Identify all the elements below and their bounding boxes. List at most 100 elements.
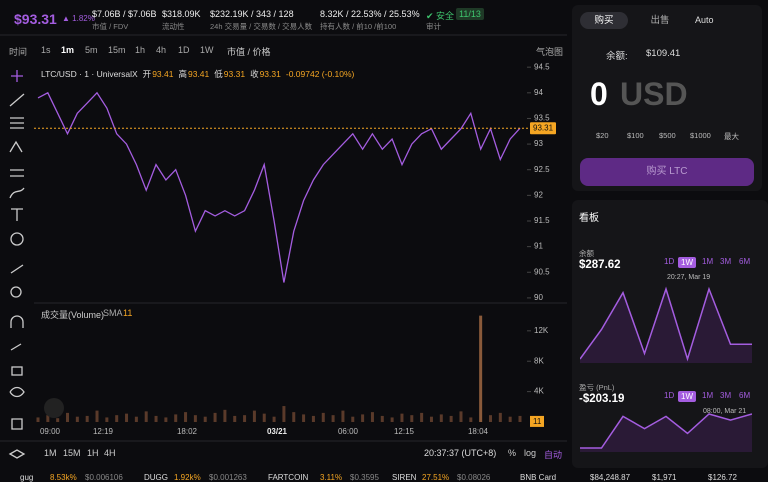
volume-bar — [390, 417, 394, 422]
volume-bar — [95, 410, 99, 422]
interval[interactable]: 15m — [108, 45, 126, 55]
board-range[interactable]: 3M — [720, 391, 732, 400]
preset-button[interactable]: 最大 — [724, 132, 739, 141]
board-range[interactable]: 1M — [702, 257, 714, 266]
sparkline — [580, 286, 752, 363]
volume-bar — [282, 406, 286, 422]
stat-value: $7.06B / $7.06B — [92, 9, 157, 19]
board-value: $287.62 — [579, 259, 621, 271]
mode-toggle[interactable]: 市值 / 价格 — [227, 47, 271, 57]
volume-bar — [361, 414, 365, 422]
ticker-price: $0.006106 — [85, 473, 123, 482]
volume-bar — [272, 416, 276, 422]
buy-button[interactable]: 购买 LTC — [580, 158, 754, 186]
percent-toggle[interactable]: % — [508, 448, 517, 458]
ticker-name: gug — [20, 473, 34, 482]
range-button[interactable]: 1H — [87, 448, 99, 458]
interval[interactable]: 1s — [41, 45, 51, 55]
range-button[interactable]: 4H — [104, 448, 116, 458]
ticker-name: SIREN — [392, 473, 417, 482]
volume-bar — [311, 415, 315, 422]
board-range[interactable]: 1D — [664, 391, 675, 400]
x-tick-label: 06:00 — [338, 427, 359, 436]
volume-tick-label: 4K — [534, 387, 544, 396]
y-tick-label: 90 — [534, 293, 543, 302]
market-price: $84,248.87 — [590, 473, 631, 482]
interval[interactable]: 1W — [200, 45, 214, 55]
stat-label: 市值 / FDV — [92, 22, 129, 31]
volume-bar — [213, 412, 217, 422]
range-button[interactable]: 15M — [63, 448, 81, 458]
y-tick-label: 92.5 — [534, 165, 550, 174]
legend: LTC/USD · 1 · UniversalX 开93.41 高93.41 低93.… — [41, 68, 359, 80]
price-line — [37, 91, 521, 283]
auto-toggle[interactable]: 自动 — [544, 450, 563, 460]
x-tick-label: 12:19 — [93, 427, 114, 436]
interval[interactable]: 5m — [85, 45, 98, 55]
volume-bar — [252, 410, 256, 422]
last-price-tag — [530, 122, 556, 135]
bubble-toggle[interactable]: 气泡图 — [536, 47, 564, 57]
board-range[interactable]: 1W — [678, 257, 696, 268]
legend-open-label: 开 — [142, 69, 152, 79]
tab-sell[interactable]: 出售 — [650, 15, 670, 26]
volume-bar — [184, 412, 188, 422]
tab-buy[interactable]: 购买 — [580, 12, 628, 29]
volume-bar — [370, 412, 374, 422]
volume-bar — [223, 409, 227, 422]
market-price: $1,971 — [652, 473, 677, 482]
log-toggle[interactable]: log — [524, 448, 537, 458]
sparkline-area — [580, 289, 752, 363]
volume-bar — [66, 412, 70, 422]
volume-bar — [429, 416, 433, 422]
volume-bar — [144, 411, 148, 422]
sma-tag-label: 11 — [533, 417, 542, 426]
board-range[interactable]: 1M — [702, 391, 714, 400]
volume-bar — [36, 417, 40, 422]
board-range[interactable]: 1W — [678, 391, 696, 402]
preset-button[interactable]: $1000 — [690, 131, 711, 140]
interval: 时间 — [9, 47, 28, 57]
y-tick-label: 93 — [534, 139, 543, 148]
volume-bar — [243, 415, 247, 422]
interval[interactable]: 1m — [61, 45, 75, 55]
preset-button[interactable]: $100 — [627, 131, 644, 140]
interval[interactable]: 1D — [178, 45, 190, 55]
range-button[interactable]: 1M — [44, 448, 57, 458]
volume-bar — [449, 415, 453, 422]
volume-bar — [164, 417, 168, 422]
board-range[interactable]: 6M — [739, 257, 751, 266]
preset-button[interactable]: $500 — [659, 131, 676, 140]
last-price-label: 93.31 — [533, 123, 554, 132]
volume-bar — [46, 415, 50, 422]
preset-button[interactable]: $20 — [596, 131, 609, 140]
board-range[interactable]: 1D — [664, 257, 675, 266]
stat-label: 24h 交易量 / 交易数 / 交易人数 — [210, 22, 313, 31]
board-range[interactable]: 6M — [739, 391, 751, 400]
auto-button[interactable]: Auto — [695, 15, 714, 25]
clock: 20:37:37 (UTC+8) — [424, 448, 497, 458]
legend-low: 93.31 — [223, 69, 246, 79]
volume-bar — [331, 415, 335, 422]
board-label: 余额 — [579, 249, 594, 258]
sparkline-area — [580, 414, 752, 452]
board-range[interactable]: 3M — [720, 257, 732, 266]
volume-bar — [262, 413, 266, 422]
legend-change: -0.09742 (-0.10%) — [285, 69, 355, 79]
legend-high: 93.41 — [187, 69, 210, 79]
x-tick-label: 09:00 — [40, 427, 61, 436]
volume-bar — [420, 412, 424, 422]
interval[interactable]: 4h — [156, 45, 167, 55]
y-tick-label: 94 — [534, 88, 543, 97]
board-tooltip: 20:27, Mar 19 — [667, 274, 711, 281]
stat-label: 持有人数 / 前10 /前100 — [320, 22, 397, 31]
audit-score: 11/13 — [456, 8, 484, 20]
ticker-name: FARTCOIN — [268, 473, 309, 482]
currency: USD — [620, 76, 688, 112]
interval[interactable]: 1h — [135, 45, 146, 55]
y-tick-label: 94.5 — [534, 62, 550, 71]
y-tick-label: 92 — [534, 190, 543, 199]
volume-sma-label: SMA — [103, 308, 123, 318]
legend-symbol: LTC/USD · 1 · UniversalX — [41, 69, 138, 79]
